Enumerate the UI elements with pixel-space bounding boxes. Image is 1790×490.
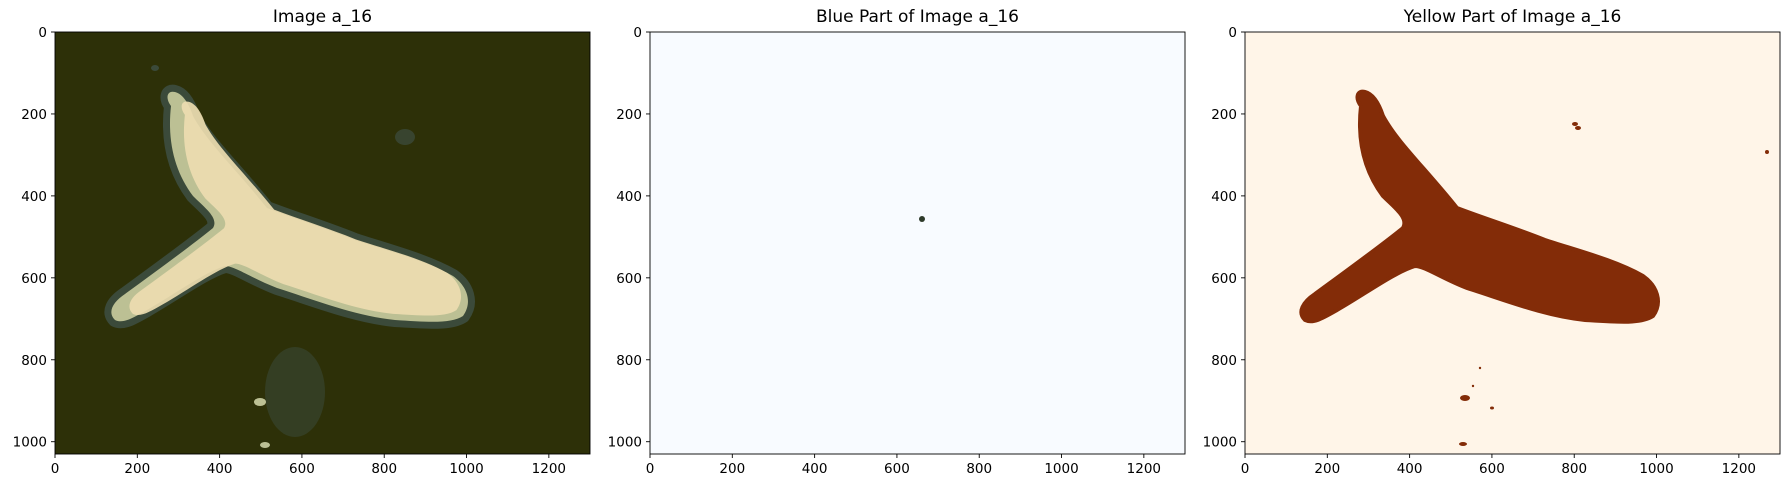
y-tick-label: 800	[21, 353, 47, 369]
panel-3: Yellow Part of Image a_16 0 200 400 600 800 10…	[1203, 7, 1781, 477]
panel-title: Image a_16	[273, 7, 372, 27]
x-tick-label: 0	[1241, 461, 1250, 477]
y-tick-label: 200	[1211, 107, 1237, 123]
photo-image	[55, 32, 590, 454]
y-tick-label: 800	[616, 353, 642, 369]
panel-1: Image a_16 0 200 400 600 800 1000 1200 0 200 400 60…	[13, 7, 591, 477]
y-tick-label: 600	[21, 271, 47, 287]
axes-frame	[54, 31, 591, 455]
y-tick-label: 0	[1228, 25, 1237, 41]
y-tick-label: 1000	[1203, 435, 1237, 451]
x-tick-label: 1000	[1044, 461, 1078, 477]
x-tick-label: 400	[1397, 461, 1423, 477]
y-tick-label: 600	[1211, 271, 1237, 287]
panel-title: Blue Part of Image a_16	[816, 7, 1019, 27]
y-tick-label: 400	[1211, 189, 1237, 205]
x-tick-label: 800	[966, 461, 992, 477]
x-tick-label: 1200	[1722, 461, 1756, 477]
blue-region-dot	[919, 216, 925, 222]
y-tick-label: 400	[616, 189, 642, 205]
y-tick-label: 400	[21, 189, 47, 205]
x-tick-label: 200	[1314, 461, 1340, 477]
panel-2: Blue Part of Image a_16 0 200 400 600 800 1000…	[608, 7, 1186, 477]
y-tick-label: 200	[21, 107, 47, 123]
y-tick-label: 1000	[608, 435, 642, 451]
x-tick-label: 200	[719, 461, 745, 477]
x-tick-label: 0	[646, 461, 655, 477]
x-tick-label: 600	[1479, 461, 1505, 477]
x-tick-label: 1200	[532, 461, 566, 477]
axes-frame	[1244, 31, 1781, 455]
panel-title: Yellow Part of Image a_16	[1403, 7, 1622, 27]
x-tick-label: 1000	[449, 461, 483, 477]
x-tick-label: 0	[51, 461, 60, 477]
x-tick-label: 600	[289, 461, 315, 477]
x-tick-label: 1000	[1639, 461, 1673, 477]
y-tick-label: 200	[616, 107, 642, 123]
y-tick-label: 0	[38, 25, 47, 41]
x-tick-label: 400	[802, 461, 828, 477]
x-tick-label: 800	[371, 461, 397, 477]
blue-mask-image	[650, 32, 1185, 454]
y-tick-label: 0	[633, 25, 642, 41]
y-tick-label: 600	[616, 271, 642, 287]
x-tick-label: 400	[207, 461, 233, 477]
axes-frame	[649, 31, 1186, 455]
y-tick-label: 800	[1211, 353, 1237, 369]
x-tick-label: 200	[124, 461, 150, 477]
yellow-mask-image	[1245, 32, 1780, 454]
x-tick-label: 1200	[1127, 461, 1161, 477]
y-tick-label: 1000	[13, 435, 47, 451]
x-tick-label: 800	[1561, 461, 1587, 477]
x-tick-label: 600	[884, 461, 910, 477]
